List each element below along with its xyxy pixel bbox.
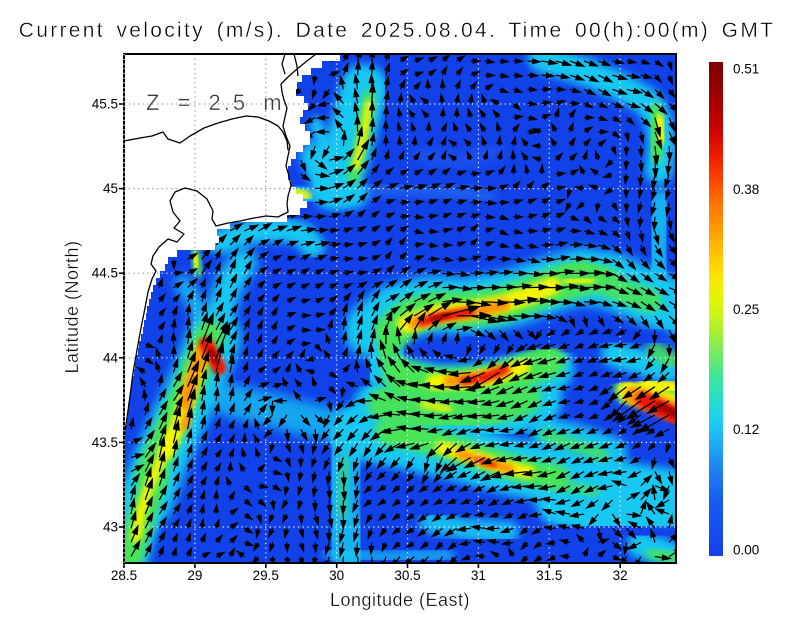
svg-text:31.5: 31.5 bbox=[536, 568, 562, 583]
svg-text:0.51: 0.51 bbox=[733, 62, 759, 77]
svg-text:0.25: 0.25 bbox=[733, 302, 759, 317]
svg-text:43.5: 43.5 bbox=[92, 435, 118, 450]
svg-text:0.12: 0.12 bbox=[733, 422, 759, 437]
svg-text:0.38: 0.38 bbox=[733, 182, 759, 197]
svg-text:44: 44 bbox=[103, 350, 119, 365]
svg-text:43: 43 bbox=[103, 520, 118, 535]
svg-text:45: 45 bbox=[103, 181, 118, 196]
svg-text:Z = 2.5 m: Z = 2.5 m bbox=[146, 90, 285, 115]
svg-text:32: 32 bbox=[613, 568, 628, 583]
svg-text:28.5: 28.5 bbox=[111, 568, 137, 583]
svg-text:31: 31 bbox=[471, 568, 486, 583]
svg-text:Longitude (East): Longitude (East) bbox=[330, 590, 470, 610]
svg-text:29: 29 bbox=[187, 568, 202, 583]
svg-text:29.5: 29.5 bbox=[253, 568, 279, 583]
svg-text:44.5: 44.5 bbox=[92, 266, 118, 281]
svg-text:30: 30 bbox=[329, 568, 344, 583]
svg-text:0.00: 0.00 bbox=[733, 543, 759, 558]
svg-text:Current velocity (m/s). Date 2: Current velocity (m/s). Date 2025.08.04.… bbox=[19, 19, 776, 42]
svg-text:45.5: 45.5 bbox=[92, 97, 118, 112]
svg-text:Latitude (North): Latitude (North) bbox=[62, 240, 82, 373]
svg-text:30.5: 30.5 bbox=[394, 568, 420, 583]
